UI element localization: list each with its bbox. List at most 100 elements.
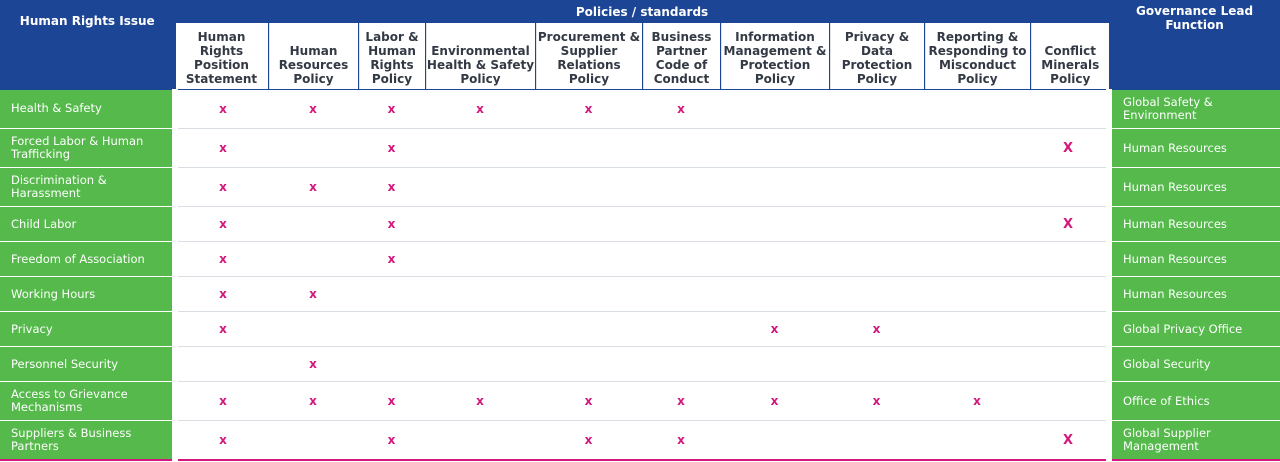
policy-column-header: Business Partner Code of Conduct (641, 23, 720, 90)
policy-column-label: Conflict Minerals Policy (1031, 23, 1110, 89)
policy-column-header: Labor & Human Rights Policy (357, 23, 425, 90)
mark-cell (268, 420, 358, 461)
coverage-mark: x (219, 252, 227, 266)
policy-column-label: Environmental Health & Safety Policy (426, 23, 535, 89)
coverage-mark: x (677, 394, 685, 408)
mark-cell: x (175, 276, 268, 312)
mark-cell: x (829, 311, 924, 347)
mark-cell (268, 128, 358, 168)
coverage-mark: x (677, 433, 685, 447)
mark-cell (829, 420, 924, 461)
mark-cell (535, 167, 642, 207)
mark-cell (358, 346, 425, 382)
table-row: Discrimination & Harassment x x x Human Reso… (0, 167, 1280, 207)
coverage-mark: x (219, 433, 227, 447)
coverage-mark: x (476, 102, 484, 116)
mark-cell (1030, 167, 1110, 207)
lead-function-cell: Human Resources (1106, 128, 1280, 168)
mark-cell (1030, 346, 1110, 382)
table-row: Access to Grievance Mechanisms x x x x x x x x x O… (0, 381, 1280, 421)
mark-cell (642, 167, 720, 207)
mark-cell (535, 128, 642, 168)
coverage-mark: x (584, 433, 593, 447)
issue-cell: Health & Safety (0, 89, 178, 129)
mark-cell (358, 276, 425, 312)
mark-cell: x (358, 241, 425, 277)
mark-cell (1030, 381, 1110, 421)
mark-cell (924, 311, 1030, 347)
table-row: Working Hours x x Human Resources (0, 276, 1280, 312)
policy-column-header: Conflict Minerals Policy (1029, 23, 1110, 90)
mark-cell (924, 276, 1030, 312)
mark-cell (1030, 89, 1110, 129)
coverage-mark: x (309, 394, 317, 408)
coverage-mark: x (584, 102, 593, 116)
table-row: Health & Safety x x x x x x Global Safety & Env… (0, 89, 1280, 129)
mark-cell: x (720, 311, 829, 347)
policy-column-header: Information Management & Protection Poli… (719, 23, 829, 90)
coverage-mark: x (219, 394, 227, 408)
coverage-mark: x (387, 252, 396, 266)
mark-cell (425, 206, 535, 242)
lead-function-cell: Human Resources (1106, 206, 1280, 242)
coverage-mark: x (872, 394, 881, 408)
mark-cell: x (175, 167, 268, 207)
mark-cell (924, 206, 1030, 242)
mark-cell (535, 346, 642, 382)
mark-cell (642, 311, 720, 347)
mark-cell (924, 420, 1030, 461)
policy-column-label: Procurement & Supplier Relations Policy (536, 23, 642, 89)
coverage-mark: x (219, 180, 227, 194)
mark-cell (425, 276, 535, 312)
policy-column-label: Human Resources Policy (269, 23, 358, 89)
mark-cell (642, 128, 720, 168)
mark-cell: x (642, 420, 720, 461)
mark-cell: x (175, 128, 268, 168)
mark-cell (829, 89, 924, 129)
mark-cell (425, 346, 535, 382)
mark-cell (642, 276, 720, 312)
mark-cell (720, 346, 829, 382)
mark-cell (268, 311, 358, 347)
coverage-mark: X (1063, 216, 1074, 232)
matrix-body: Health & Safety x x x x x x Global Safety & Env… (0, 89, 1280, 461)
mark-cell (1030, 276, 1110, 312)
coverage-mark: x (219, 287, 227, 301)
mark-cell: X (1030, 128, 1110, 168)
coverage-mark: x (387, 180, 396, 194)
mark-cell (924, 241, 1030, 277)
mark-cell: x (175, 381, 268, 421)
coverage-mark: x (677, 102, 685, 116)
mark-cell (642, 346, 720, 382)
table-row: Child Labor x x X Human Resources (0, 206, 1280, 242)
coverage-mark: x (387, 217, 396, 231)
mark-cell (829, 346, 924, 382)
mark-cell (535, 241, 642, 277)
mark-cell: X (1030, 206, 1110, 242)
issue-cell: Privacy (0, 311, 178, 347)
coverage-mark: X (1063, 140, 1074, 156)
coverage-mark: x (219, 217, 227, 231)
mark-cell (535, 206, 642, 242)
mark-cell (425, 167, 535, 207)
mark-cell: x (175, 241, 268, 277)
mark-cell (535, 311, 642, 347)
mark-cell (829, 241, 924, 277)
mark-cell: x (535, 89, 642, 129)
issue-cell: Freedom of Association (0, 241, 178, 277)
mark-cell (425, 128, 535, 168)
policy-column-header: Human Rights Position Statement (174, 23, 268, 90)
policy-column-label: Business Partner Code of Conduct (643, 23, 720, 89)
mark-cell (642, 206, 720, 242)
mark-cell (1030, 241, 1110, 277)
mark-cell (924, 89, 1030, 129)
lead-function-cell: Global Supplier Management (1106, 420, 1280, 461)
mark-cell: x (175, 311, 268, 347)
policy-column-label: Human Rights Position Statement (176, 23, 268, 89)
mark-cell: x (268, 346, 358, 382)
mark-cell (720, 420, 829, 461)
table-row: Personnel Security x Global Security (0, 346, 1280, 382)
coverage-mark: x (309, 180, 317, 194)
policy-column-label: Information Management & Protection Poli… (721, 23, 829, 89)
